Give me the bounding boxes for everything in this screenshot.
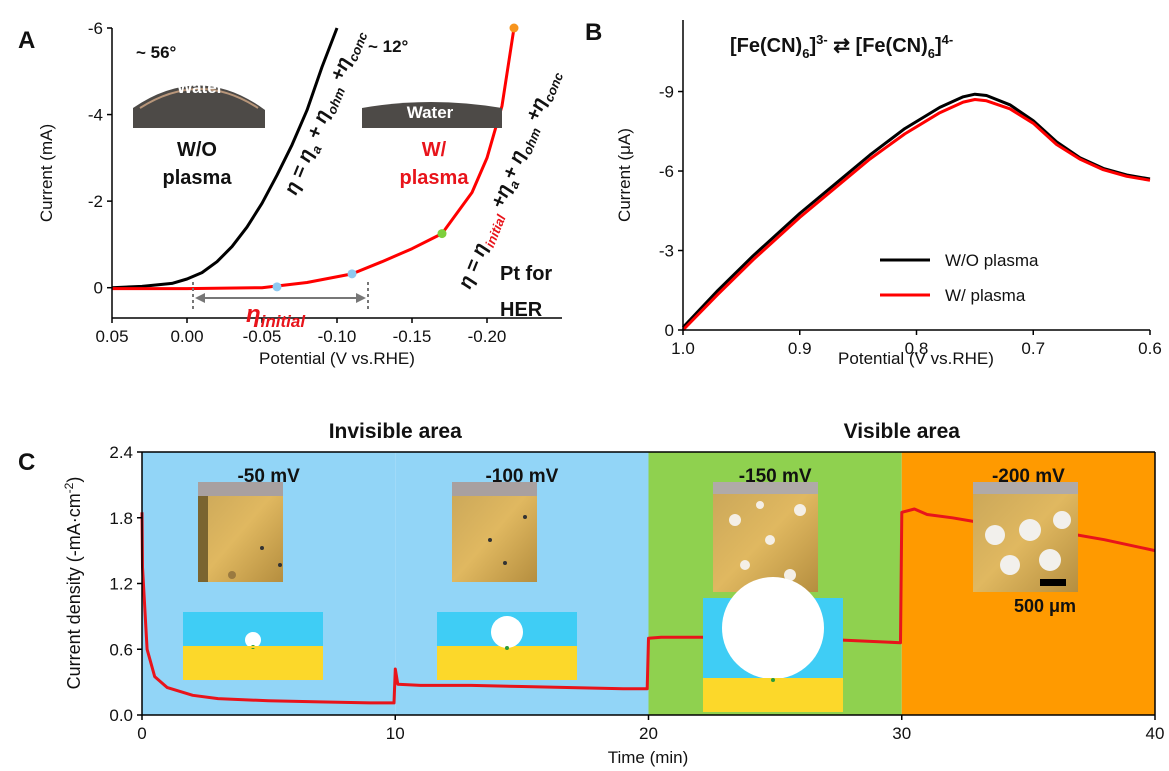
x-axis-label: Time (min) <box>608 748 689 767</box>
annotation: Water <box>177 78 224 97</box>
photo <box>452 482 537 582</box>
y-tick-label: 2.4 <box>109 443 133 462</box>
annotation: Water <box>407 103 454 122</box>
title-sup: 3- <box>816 32 828 47</box>
figure: 0.050.00-0.05-0.10-0.15-0.20-6-4-201.00.… <box>0 0 1169 771</box>
photo <box>198 482 283 582</box>
y-tick-label: -4 <box>88 106 103 125</box>
chart-title: [Fe(CN)6]3- ⇄ [Fe(CN)6]4- <box>730 32 953 61</box>
annotation: ~ 12° <box>368 37 409 56</box>
x-tick-label: 20 <box>639 724 658 743</box>
y-tick-label: 0.6 <box>109 640 133 659</box>
x-tick-label: 0.00 <box>170 327 203 346</box>
x-tick-label: 0.7 <box>1021 339 1045 358</box>
legend-label: W/O plasma <box>945 251 1039 270</box>
y-axis-label: Current (mA) <box>37 124 56 222</box>
y-tick-label: -6 <box>88 19 103 38</box>
x-tick-label: 40 <box>1146 724 1165 743</box>
y-tick-label: -2 <box>88 192 103 211</box>
eq-sub: ohm <box>520 125 544 156</box>
equation: η = ηinitial +ηa+ ηohm +ηconc <box>454 65 566 293</box>
y-axis-label: Current (μA) <box>615 128 634 222</box>
label-sup: -2 <box>62 482 76 493</box>
area-label: Visible area <box>844 420 961 443</box>
annotation: plasma <box>163 167 233 189</box>
title-part: ⇄ [Fe(CN) <box>828 35 928 57</box>
eq-part: η = η <box>280 146 318 198</box>
equation: η = ηa + ηohm +ηconc <box>280 25 371 199</box>
marker <box>438 229 447 238</box>
y-tick-label: -9 <box>659 83 674 102</box>
marker <box>273 282 282 291</box>
marker <box>510 24 519 33</box>
annotation: plasma <box>400 167 470 189</box>
eq-sub: conc <box>345 29 371 63</box>
title-part: ] <box>935 35 942 57</box>
x-tick-label: 0.6 <box>1138 339 1162 358</box>
y-tick-label: 0 <box>94 279 103 298</box>
eq-sub: initial <box>482 212 509 249</box>
x-tick-label: 0.05 <box>95 327 128 346</box>
x-tick-label: 30 <box>892 724 911 743</box>
annotation: W/O <box>177 139 217 161</box>
eta-sub: initial <box>261 312 307 331</box>
series-line <box>683 94 1150 327</box>
title-sub: 6 <box>928 46 935 61</box>
scale-bar-label: 500 μm <box>1014 596 1076 616</box>
photo <box>973 482 1078 592</box>
title-part: [Fe(CN) <box>730 35 802 57</box>
schematic <box>437 612 577 680</box>
annotation: ~ 56° <box>136 43 177 62</box>
title-sub: 6 <box>802 46 809 61</box>
y-axis-label: Current density (-mA·cm-2) <box>62 477 84 690</box>
schematic <box>183 612 323 680</box>
legend-label: W/ plasma <box>945 286 1026 305</box>
eq-sub: ohm <box>324 85 348 116</box>
x-tick-label: 1.0 <box>671 339 695 358</box>
x-tick-label: -0.10 <box>318 327 357 346</box>
title-sup: 4- <box>942 32 954 47</box>
annotation: Pt for <box>500 263 552 285</box>
label-part: ) <box>64 477 84 483</box>
panel-letter: C <box>18 449 35 476</box>
eta-initial: ηinitial <box>246 301 306 331</box>
x-axis-label: Potential (V vs.RHE) <box>838 349 994 368</box>
title-part: ] <box>809 35 816 57</box>
annotation: HER <box>500 299 543 321</box>
photo <box>713 482 818 592</box>
y-tick-label: 0 <box>665 321 674 340</box>
eq-part: η = η <box>454 240 492 292</box>
x-axis-label: Potential (V vs.RHE) <box>259 349 415 368</box>
annotation: W/ <box>422 139 447 161</box>
y-tick-label: 1.2 <box>109 575 133 594</box>
y-tick-label: -6 <box>659 162 674 181</box>
eta: η <box>246 301 261 328</box>
area-label: Invisible area <box>329 420 462 443</box>
x-tick-label: 0.9 <box>788 339 812 358</box>
x-tick-label: 0 <box>137 724 146 743</box>
panel-letter: B <box>585 19 602 46</box>
y-tick-label: -3 <box>659 242 674 261</box>
x-tick-label: -0.20 <box>468 327 507 346</box>
x-tick-label: 10 <box>386 724 405 743</box>
marker <box>348 269 357 278</box>
x-tick-label: -0.15 <box>393 327 432 346</box>
label-part: Current density (-mA·cm <box>64 493 84 689</box>
y-tick-label: 1.8 <box>109 509 133 528</box>
y-tick-label: 0.0 <box>109 706 133 725</box>
page: 0.050.00-0.05-0.10-0.15-0.20-6-4-201.00.… <box>0 0 1169 771</box>
eq-sub: conc <box>541 70 567 104</box>
panel-letter: A <box>18 27 35 54</box>
